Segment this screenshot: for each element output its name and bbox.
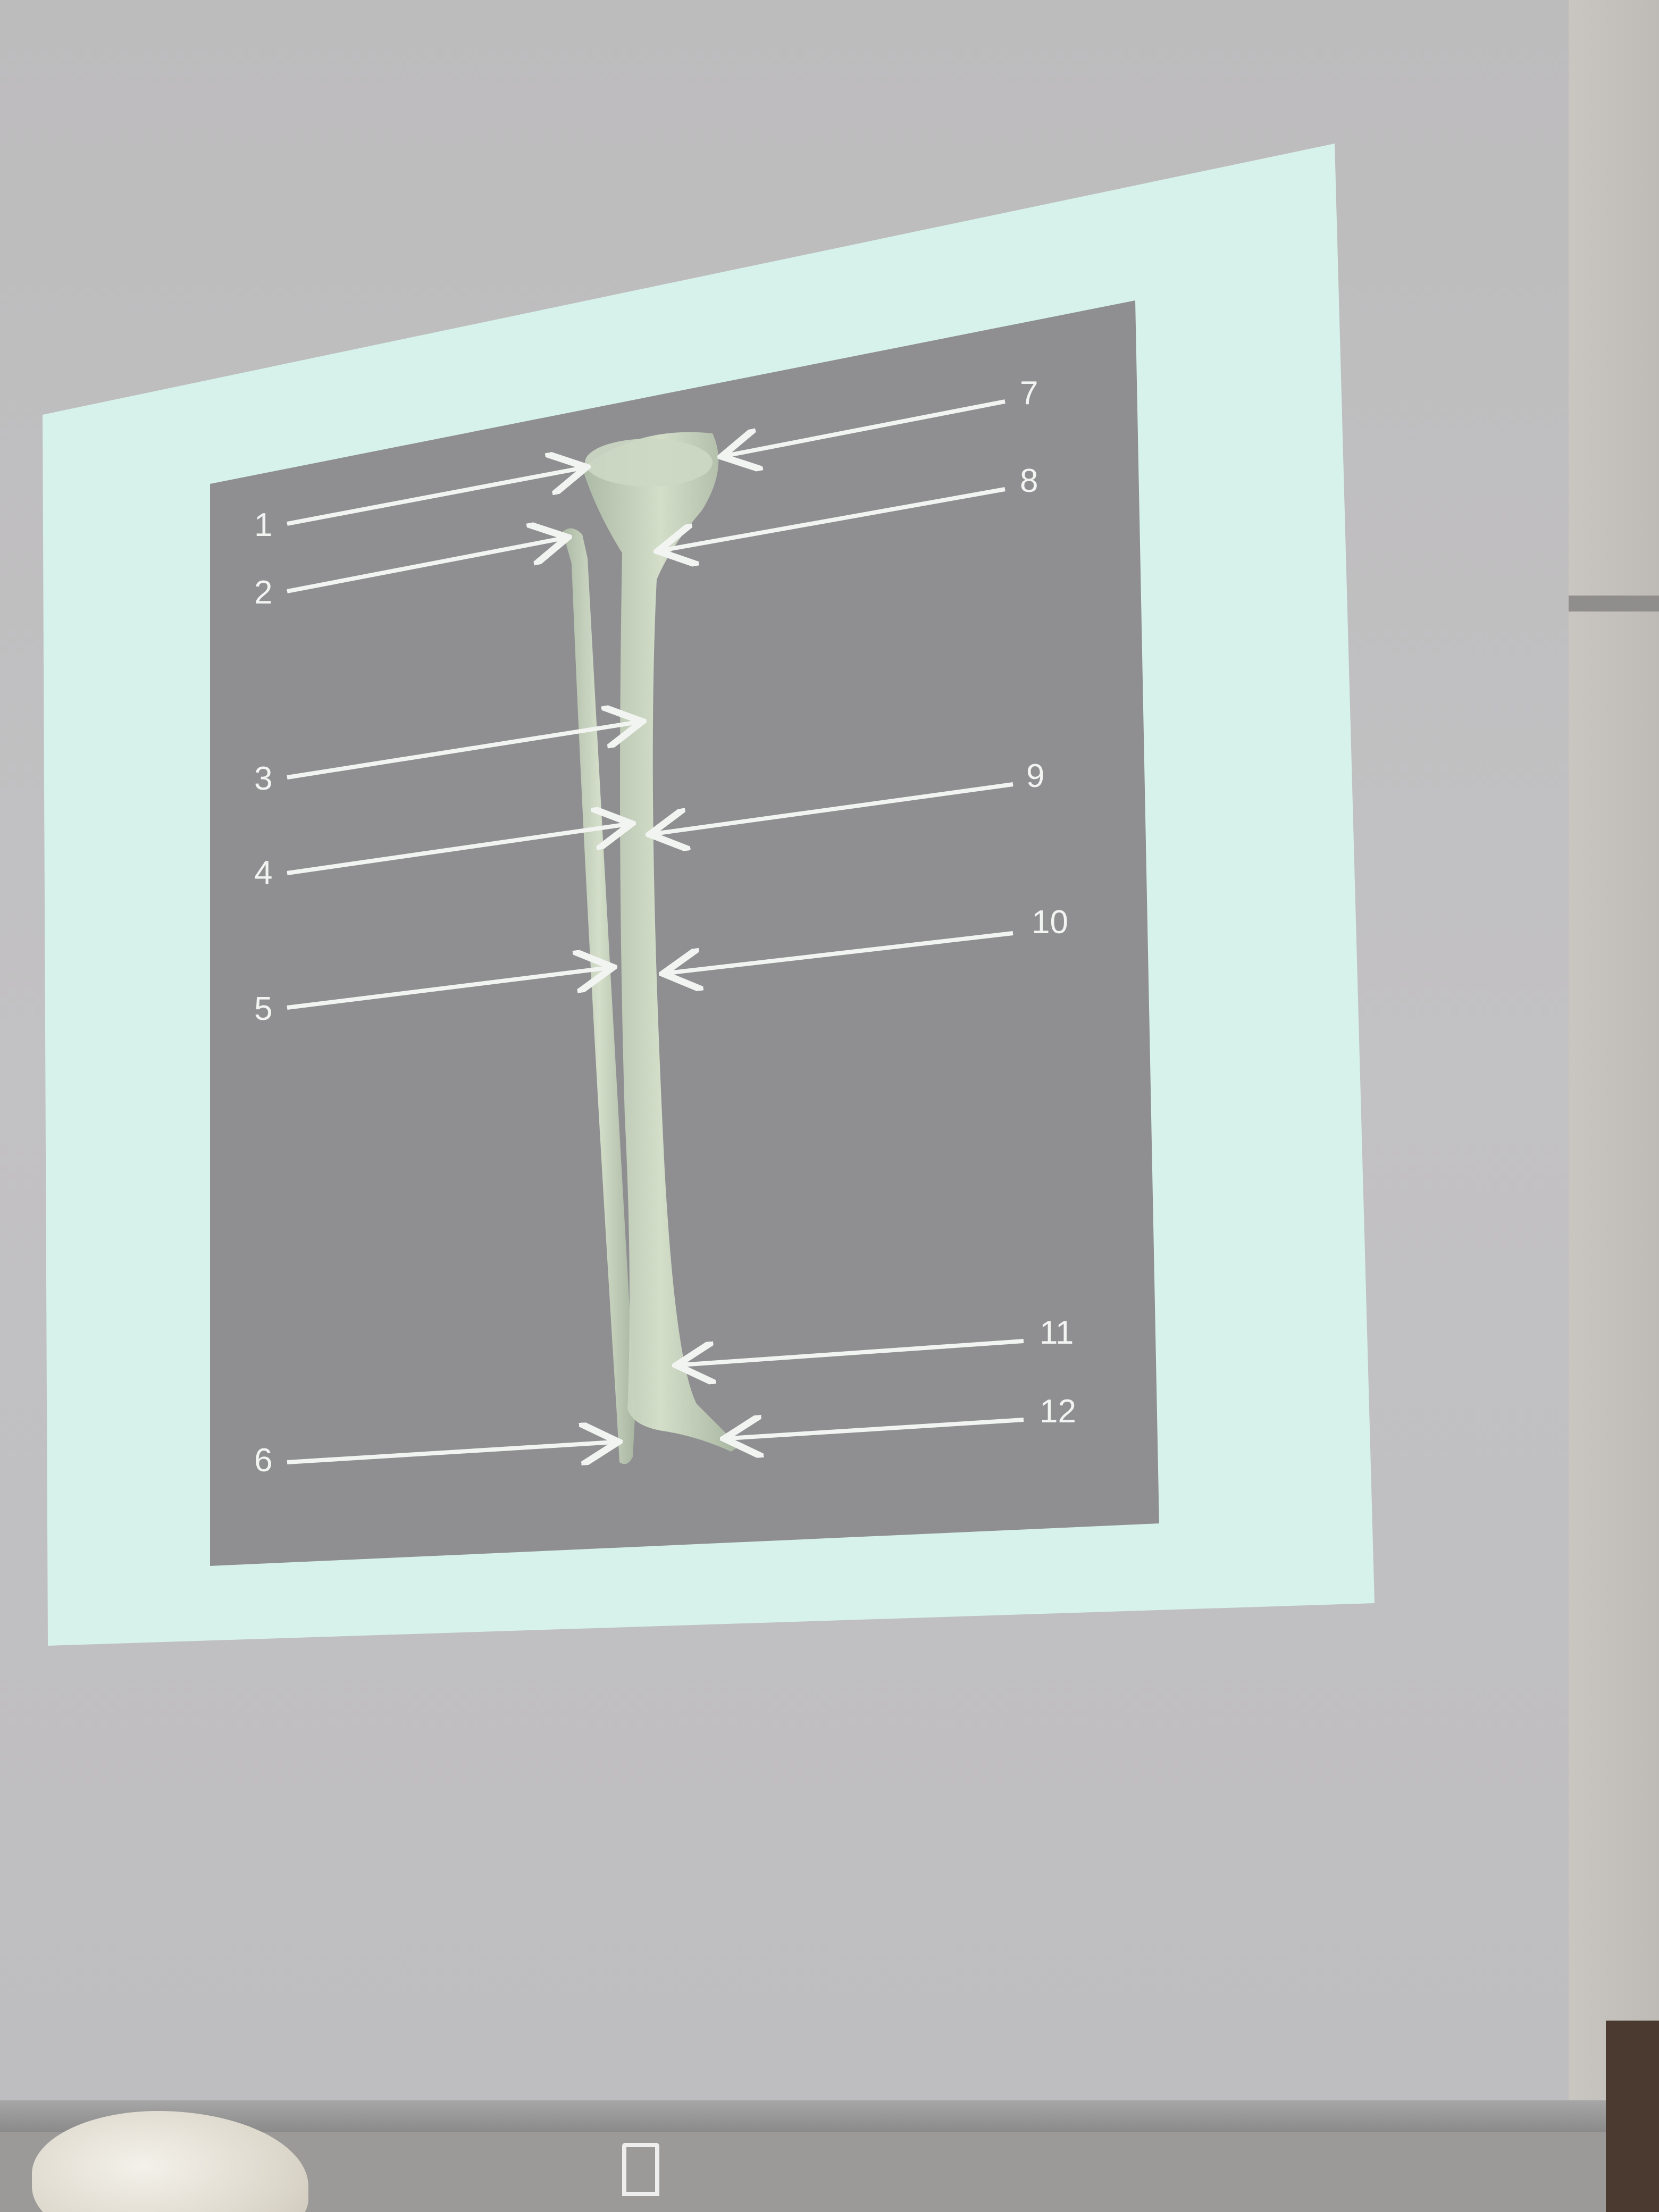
label-1: 1 <box>254 507 272 543</box>
label-4: 4 <box>254 854 272 891</box>
dark-object <box>1606 2021 1659 2212</box>
arrow-6 <box>287 1442 614 1462</box>
label-9: 9 <box>1026 758 1044 794</box>
screen-pull-handle <box>622 2143 659 2196</box>
label-2: 2 <box>254 574 272 611</box>
label-3: 3 <box>254 760 272 797</box>
arrow-12 <box>728 1420 1024 1438</box>
arrow-1 <box>287 468 582 526</box>
screen-bottom-bar <box>0 2100 1606 2132</box>
label-10: 10 <box>1032 904 1068 941</box>
arrow-9 <box>654 782 1013 834</box>
label-12: 12 <box>1040 1393 1076 1430</box>
tibia-bone <box>582 432 739 1452</box>
arrow-3 <box>287 722 638 780</box>
label-8: 8 <box>1020 463 1038 499</box>
fibula-bone <box>563 528 635 1464</box>
arrow-11 <box>681 1339 1024 1365</box>
arrow-2 <box>287 538 564 593</box>
arrow-8 <box>662 487 1006 550</box>
arrow-10 <box>667 931 1013 973</box>
tibia-proximal-end <box>585 439 713 487</box>
label-7: 7 <box>1020 375 1038 412</box>
image-panel <box>210 300 1159 1566</box>
label-6: 6 <box>254 1442 272 1479</box>
label-5: 5 <box>254 991 272 1027</box>
arrow-4 <box>287 824 627 875</box>
label-11: 11 <box>1040 1314 1074 1351</box>
arrow-5 <box>287 968 609 1010</box>
arrow-7 <box>726 399 1006 456</box>
